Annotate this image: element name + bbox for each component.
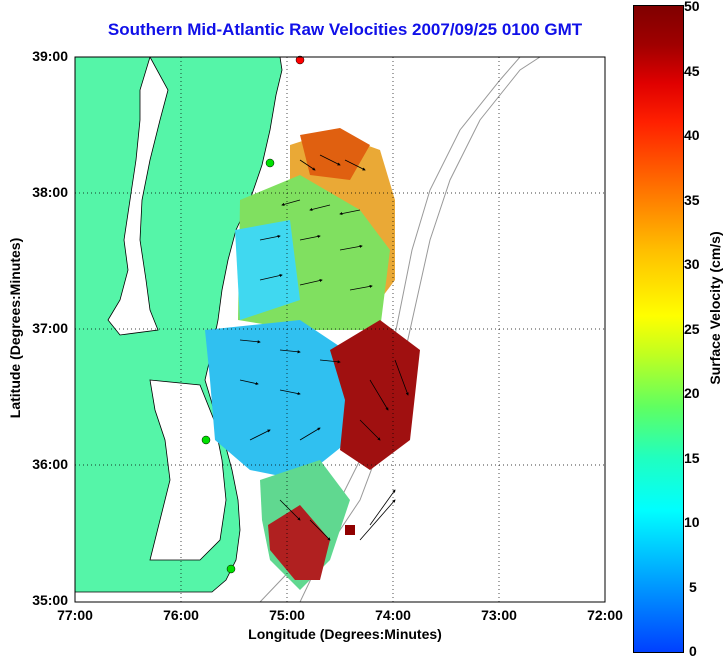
colorbar-tick: 5 <box>689 579 697 595</box>
velocity-arrows <box>239 154 409 541</box>
colorbar-tick: 30 <box>684 256 700 272</box>
colorbar-tick: 45 <box>684 63 700 79</box>
plot-frame <box>74 56 606 603</box>
station-marker-2 <box>265 158 275 168</box>
y-tick: 36:00 <box>32 456 68 472</box>
chesapeake-bay <box>107 57 169 336</box>
stations <box>201 55 305 574</box>
colorbar-tick: 10 <box>684 514 700 530</box>
colorbar-tick: 15 <box>684 450 700 466</box>
y-tick: 35:00 <box>32 592 68 608</box>
colorbar-label: Surface Velocity (cm/s) <box>707 231 723 385</box>
x-tick: 74:00 <box>375 607 411 623</box>
grid-lines <box>75 57 605 602</box>
map-title: Southern Mid-Atlantic Raw Velocities 200… <box>107 20 583 39</box>
velocity-field <box>205 128 420 590</box>
x-tick: 75:00 <box>269 607 305 623</box>
colorbar <box>633 5 684 653</box>
x-tick: 73:00 <box>481 607 517 623</box>
y-tick: 37:00 <box>32 320 68 336</box>
x-axis-label: Longitude (Degrees:Minutes) <box>248 626 442 642</box>
station-marker-4 <box>226 564 236 574</box>
y-axis-label: Latitude (Degrees:Minutes) <box>7 237 23 419</box>
y-tick: 38:00 <box>32 184 68 200</box>
station-marker-1 <box>295 55 305 65</box>
colorbar-tick: 25 <box>684 321 700 337</box>
colorbar-tick: 20 <box>684 385 700 401</box>
colorbar-tick: 40 <box>684 127 700 143</box>
colorbar-tick: 0 <box>689 643 697 659</box>
station-marker-3 <box>201 435 211 445</box>
colorbar-tick: 50 <box>684 0 700 14</box>
x-tick: 77:00 <box>57 607 93 623</box>
x-tick: 72:00 <box>587 607 623 623</box>
x-tick: 76:00 <box>163 607 199 623</box>
colorbar-tick: 35 <box>684 192 700 208</box>
y-tick: 39:00 <box>32 48 68 64</box>
